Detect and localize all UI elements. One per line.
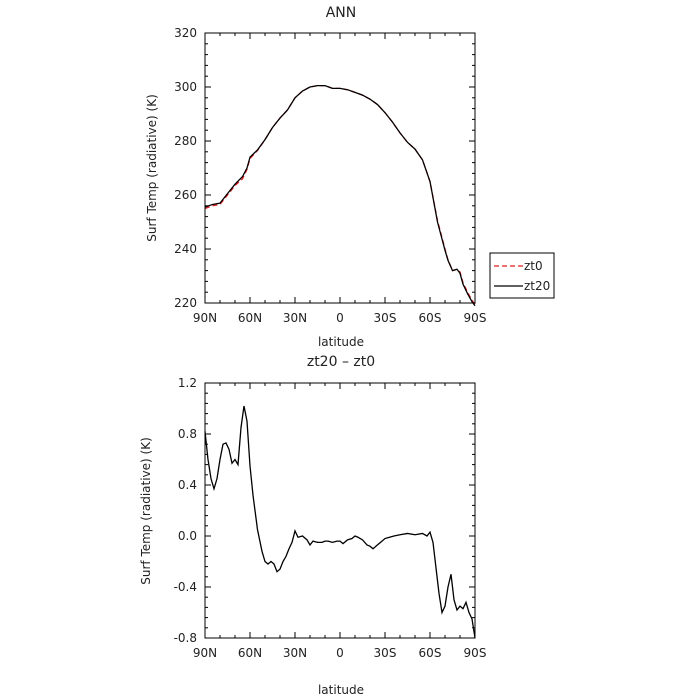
top-series-group <box>204 85 476 307</box>
bottom-series-line-0 <box>204 405 476 639</box>
bottom-x-tick-label: 30N <box>283 646 307 660</box>
top-axes: 90N 60N 30N 0 30S 60S 90S 220 240 260 280 300 320 <box>174 26 486 325</box>
top-series-line-zt0 <box>204 85 476 305</box>
bottom-y-axis-label: Surf Temp (radiative) (K) <box>139 437 153 585</box>
top-x-tick-label: 60N <box>238 311 262 325</box>
bottom-x-tick-label: 90S <box>464 646 487 660</box>
difference-panel: zt20 – zt0 90N 60N 30N 0 30S 60S 90S -0.8 -0.4 0.… <box>139 354 486 697</box>
top-plot-frame <box>204 32 476 304</box>
bottom-series-group <box>204 405 476 639</box>
top-y-tick-label: 280 <box>174 134 197 148</box>
bottom-x-tick-label: 30S <box>374 646 397 660</box>
bottom-axes: 90N 60N 30N 0 30S 60S 90S -0.8 -0.4 0.0 0.4 0.8 1.2 <box>174 376 487 660</box>
top-series-line-zt20 <box>204 85 476 307</box>
bottom-y-tick-label: 1.2 <box>178 376 197 390</box>
top-y-tick-label: 300 <box>174 80 197 94</box>
bottom-y-tick-label: 0.8 <box>178 427 197 441</box>
bottom-chart-title: zt20 – zt0 <box>307 354 375 370</box>
bottom-x-tick-label: 60N <box>238 646 262 660</box>
top-y-tick-label: 260 <box>174 188 197 202</box>
bottom-y-tick-label: -0.4 <box>174 580 197 594</box>
top-y-tick-label: 320 <box>174 26 197 40</box>
legend-box <box>489 252 555 299</box>
top-x-tick-label: 30S <box>374 311 397 325</box>
bottom-x-tick-label: 0 <box>336 646 344 660</box>
legend: zt0 zt20 <box>489 252 555 299</box>
bottom-y-tick-label: -0.8 <box>174 631 197 645</box>
legend-label-zt0: zt0 <box>524 259 543 273</box>
top-y-axis-label: Surf Temp (radiative) (K) <box>145 94 159 242</box>
bottom-plot-frame <box>204 382 476 639</box>
top-x-tick-label: 60S <box>419 311 442 325</box>
temperature-panel: ANN 90N 60N 30N 0 30S 60S 90S 220 240 260 280 300 32… <box>145 5 555 349</box>
bottom-x-tick-label: 90N <box>193 646 217 660</box>
top-x-tick-label: 90N <box>193 311 217 325</box>
top-y-tick-label: 240 <box>174 242 197 256</box>
legend-label-zt20: zt20 <box>524 279 550 293</box>
bottom-x-tick-label: 60S <box>419 646 442 660</box>
top-x-tick-label: 30N <box>283 311 307 325</box>
top-x-axis-label: latitude <box>318 335 364 349</box>
bottom-y-tick-label: 0.0 <box>178 529 197 543</box>
bottom-x-axis-label: latitude <box>318 683 364 697</box>
top-y-tick-label: 220 <box>174 296 197 310</box>
bottom-y-tick-label: 0.4 <box>178 478 197 492</box>
top-x-tick-label: 0 <box>336 311 344 325</box>
top-chart-title: ANN <box>326 5 357 21</box>
top-x-tick-label: 90S <box>464 311 487 325</box>
